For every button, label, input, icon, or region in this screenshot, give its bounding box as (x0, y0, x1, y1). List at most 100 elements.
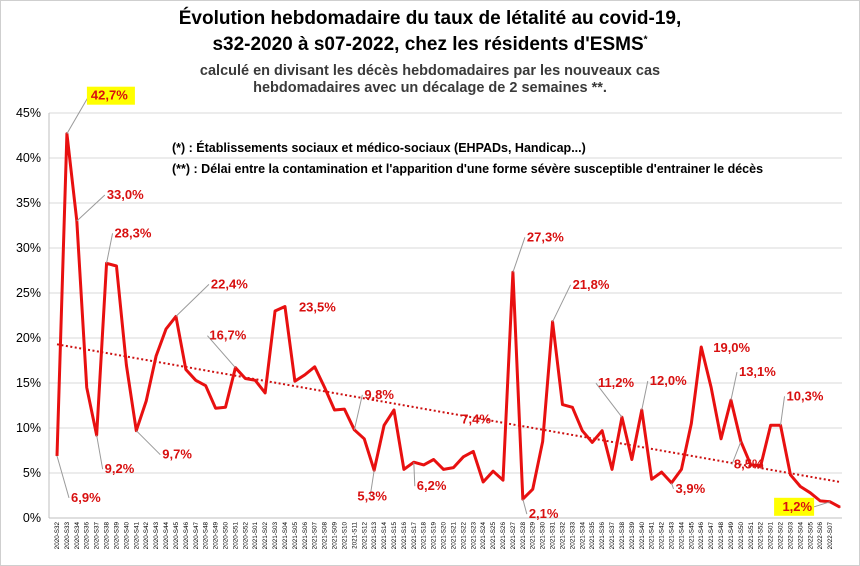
data-point (452, 467, 455, 469)
x-tick-label: 2021-S48 (718, 522, 725, 550)
data-label: 21,8% (573, 277, 610, 292)
data-point (720, 438, 722, 440)
data-point (561, 404, 564, 406)
x-tick-label: 2021-S38 (619, 522, 626, 550)
x-tick-label: 2021-S01 (252, 522, 259, 550)
y-tick-label: 20% (16, 331, 41, 345)
x-tick-label: 2021-S06 (302, 522, 309, 550)
x-tick-label: 2021-S10 (341, 522, 348, 550)
data-label: 16,7% (209, 328, 246, 343)
x-tick-label: 2021-S02 (262, 522, 269, 550)
data-point (214, 407, 217, 409)
data-point (631, 458, 633, 461)
data-point (611, 468, 613, 470)
data-label: 3,9% (676, 481, 706, 496)
x-tick-label: 2021-S14 (381, 522, 388, 550)
data-point (165, 328, 167, 330)
leader-line (512, 237, 526, 273)
data-point (185, 368, 187, 371)
x-tick-label: 2021-S23 (470, 522, 477, 550)
data-point (125, 364, 127, 366)
data-point (542, 440, 544, 443)
data-point (393, 409, 395, 411)
x-tick-label: 2021-S41 (649, 522, 656, 550)
x-tick-label: 2021-S52 (758, 522, 765, 550)
x-tick-label: 2021-S03 (272, 522, 279, 550)
data-point (760, 465, 762, 467)
y-tick-label: 0% (23, 511, 41, 525)
x-tick-label: 2021-S24 (480, 522, 487, 550)
data-point (224, 406, 227, 408)
data-point (601, 430, 603, 432)
x-tick-label: 2020-S52 (242, 522, 249, 550)
x-tick-label: 2022-S04 (797, 522, 804, 550)
x-tick-label: 2021-S47 (708, 522, 715, 550)
x-tick-label: 2020-S49 (213, 522, 220, 550)
x-tick-label: 2021-S13 (371, 522, 378, 550)
x-tick-label: 2021-S05 (292, 522, 299, 550)
x-tick-label: 2020-S33 (64, 522, 71, 550)
trendline (56, 343, 841, 483)
x-tick-label: 2021-S40 (639, 522, 646, 550)
leader-line (413, 462, 416, 487)
x-tick-label: 2022-S02 (778, 522, 785, 550)
x-tick-label: 2021-S36 (599, 522, 606, 550)
x-tick-label: 2021-S12 (361, 522, 368, 550)
leader-line (66, 95, 90, 134)
x-tick-label: 2021-S30 (540, 522, 547, 550)
x-tick-label: 2021-S37 (609, 522, 616, 550)
data-point (680, 468, 683, 470)
x-tick-label: 2021-S33 (569, 522, 576, 550)
title-footnote-marker: * (643, 34, 648, 46)
data-point (363, 438, 365, 440)
data-point (304, 374, 306, 376)
x-tick-label: 2022-S07 (827, 522, 834, 550)
x-tick-label: 2022-S01 (768, 522, 775, 550)
leader-line (522, 498, 528, 515)
x-tick-label: 2021-S51 (748, 522, 755, 550)
data-point (462, 456, 464, 458)
x-tick-label: 2021-S39 (629, 522, 636, 550)
x-tick-label: 2021-S50 (738, 522, 745, 550)
data-point (839, 506, 841, 508)
leader-line (731, 441, 742, 465)
data-point (660, 471, 663, 473)
leader-line (175, 284, 210, 317)
data-point (244, 377, 246, 380)
x-tick-label: 2021-S32 (559, 522, 566, 550)
x-tick-label: 2020-S41 (133, 522, 140, 550)
data-label: 9,7% (162, 447, 192, 462)
x-tick-label: 2022-S05 (807, 522, 814, 550)
leader-line (730, 371, 738, 401)
leader-line (641, 380, 649, 411)
x-tick-label: 2020-S46 (183, 522, 190, 550)
leader-line (106, 233, 114, 264)
series-line-path (55, 132, 841, 509)
label-highlight (86, 86, 135, 105)
x-tick-label: 2020-S37 (94, 522, 101, 550)
x-tick-label: 2021-S43 (669, 522, 676, 550)
x-tick-label: 2020-S34 (74, 522, 81, 550)
y-tick-label: 35% (16, 196, 41, 210)
leader-line (353, 394, 363, 430)
x-tick-label: 2021-S44 (678, 522, 685, 550)
y-tick-label: 25% (16, 286, 41, 300)
y-tick-label: 45% (16, 106, 41, 120)
data-label: 27,3% (527, 229, 564, 244)
data-label: 23,5% (299, 300, 336, 315)
data-point (423, 464, 425, 466)
data-label: 2,1% (529, 506, 559, 521)
data-point (274, 310, 276, 312)
x-tick-label: 2021-S08 (322, 522, 329, 550)
data-point (383, 424, 385, 426)
data-label: 19,0% (713, 340, 750, 355)
leader-line (813, 501, 831, 508)
x-tick-label: 2021-S16 (401, 522, 408, 550)
chart-title-line-1: Évolution hebdomadaire du taux de létali… (178, 8, 682, 29)
label-highlight (774, 497, 815, 516)
y-tick-label: 5% (23, 466, 41, 480)
x-tick-label: 2021-S27 (510, 522, 517, 550)
data-label: 42,7% (91, 88, 128, 103)
